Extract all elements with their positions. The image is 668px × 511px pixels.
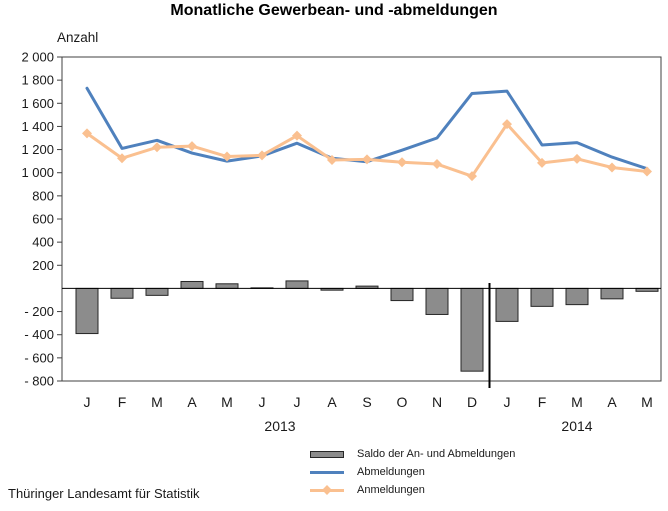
legend-item-abmeldungen: Abmeldungen [310, 463, 515, 481]
saldo-bar [285, 280, 309, 289]
y-tick-label: 1 400 [21, 119, 54, 134]
month-label: N [432, 394, 442, 410]
legend: Saldo der An- und Abmeldungen Abmeldunge… [310, 445, 515, 499]
y-tick-label: 1 200 [21, 142, 54, 157]
y-tick-label: 600 [32, 212, 54, 227]
anmeldungen-line-swatch [310, 485, 344, 495]
blue-line-icon [310, 470, 344, 474]
month-label: M [571, 394, 583, 410]
saldo-bar [390, 287, 414, 302]
y-tick-label: 800 [32, 188, 54, 203]
anmeldungen-marker [82, 128, 92, 139]
year-label-2014: 2014 [561, 418, 593, 434]
anmeldungen-marker [642, 166, 652, 177]
month-label: M [641, 394, 653, 410]
y-tick-label: 1 600 [21, 96, 54, 111]
month-label: F [538, 394, 547, 410]
anmeldungen-marker [187, 141, 197, 152]
month-label: M [151, 394, 163, 410]
saldo-bar [75, 287, 99, 335]
anmeldungen-marker [572, 153, 582, 164]
anmeldungen-marker [257, 150, 267, 161]
anmeldungen-marker [432, 159, 442, 170]
y-axis-label: Anzahl [57, 30, 99, 45]
legend-label-saldo: Saldo der An- und Abmeldungen [357, 448, 516, 460]
month-label: S [362, 394, 371, 410]
anmeldungen-marker [607, 162, 617, 173]
month-label: A [327, 394, 337, 410]
legend-label-abmeldungen: Abmeldungen [357, 466, 425, 478]
month-label: O [397, 394, 408, 410]
saldo-bar [530, 287, 554, 307]
month-label: J [84, 394, 91, 410]
saldo-bar [600, 287, 624, 300]
saldo-bar [495, 287, 519, 322]
anmeldungen-marker [502, 119, 512, 130]
legend-item-anmeldungen: Anmeldungen [310, 481, 515, 499]
saldo-bar [215, 283, 239, 289]
anmeldungen-marker [327, 154, 337, 165]
y-tick-label: 200 [32, 258, 54, 273]
saldo-bar [425, 287, 449, 315]
month-label: J [294, 394, 301, 410]
month-label: A [187, 394, 197, 410]
saldo-bar [180, 280, 204, 289]
anmeldungen-marker [537, 157, 547, 168]
anmeldungen-marker [152, 142, 162, 153]
chart-title: Monatliche Gewerbean- und -abmeldungen [170, 2, 498, 19]
y-tick-label: - 800 [24, 374, 54, 389]
month-label: F [118, 394, 127, 410]
y-tick-label: 1 000 [21, 165, 54, 180]
anmeldungen-marker [467, 171, 477, 182]
y-tick-label: 2 000 [21, 50, 54, 65]
anmeldungen-marker [292, 130, 302, 141]
plot-frame [61, 56, 662, 382]
month-label: M [221, 394, 233, 410]
anmeldungen-marker [117, 153, 127, 164]
y-tick-label: - 400 [24, 327, 54, 342]
anmeldungen-line [85, 122, 649, 178]
y-tick-label: - 200 [24, 304, 54, 319]
month-label: A [607, 394, 617, 410]
saldo-bar-swatch [310, 450, 344, 458]
legend-item-saldo: Saldo der An- und Abmeldungen [310, 445, 515, 463]
y-tick-label: 1 800 [21, 73, 54, 88]
month-label: J [259, 394, 266, 410]
source-attribution: Thüringer Landesamt für Statistik [8, 486, 200, 501]
anmeldungen-marker [222, 151, 232, 162]
saldo-bar [460, 287, 484, 372]
y-tick-label: 400 [32, 235, 54, 250]
year-label-2013: 2013 [264, 418, 296, 434]
abmeldungen-line-swatch [310, 470, 344, 474]
saldo-bar [110, 287, 134, 299]
anmeldungen-marker [397, 157, 407, 168]
y-tick-label: - 600 [24, 350, 54, 365]
legend-label-anmeldungen: Anmeldungen [357, 484, 425, 496]
gray-bar-icon [310, 450, 344, 458]
saldo-bar [145, 287, 169, 296]
month-label: D [467, 394, 477, 410]
diamond-marker-icon [322, 485, 332, 495]
saldo-bar [565, 287, 589, 306]
month-label: J [504, 394, 511, 410]
anmeldungen-marker [362, 154, 372, 165]
